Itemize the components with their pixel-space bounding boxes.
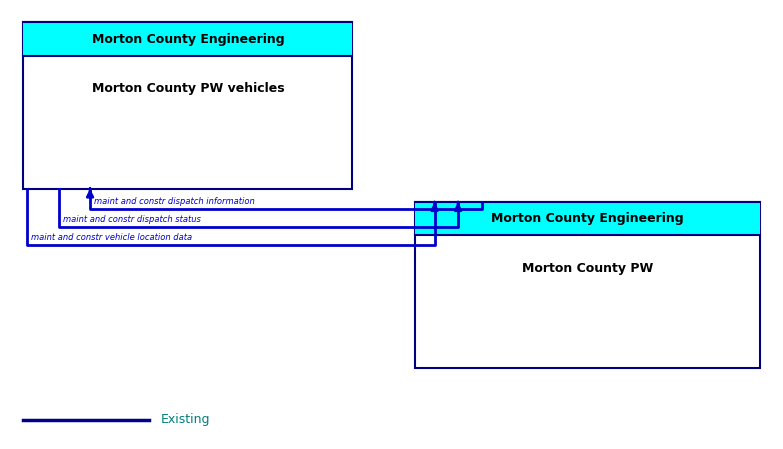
Bar bbox=[415, 202, 760, 235]
Text: maint and constr dispatch information: maint and constr dispatch information bbox=[94, 197, 254, 206]
Bar bbox=[23, 22, 352, 56]
Text: Morton County PW: Morton County PW bbox=[521, 262, 653, 275]
Text: Existing: Existing bbox=[161, 414, 210, 426]
Text: Morton County Engineering: Morton County Engineering bbox=[92, 33, 284, 45]
Bar bbox=[23, 22, 352, 189]
Bar bbox=[415, 202, 760, 368]
Text: maint and constr dispatch status: maint and constr dispatch status bbox=[63, 215, 200, 224]
Text: Morton County Engineering: Morton County Engineering bbox=[491, 212, 684, 225]
Text: maint and constr vehicle location data: maint and constr vehicle location data bbox=[31, 233, 193, 242]
Text: Morton County PW vehicles: Morton County PW vehicles bbox=[92, 83, 284, 95]
